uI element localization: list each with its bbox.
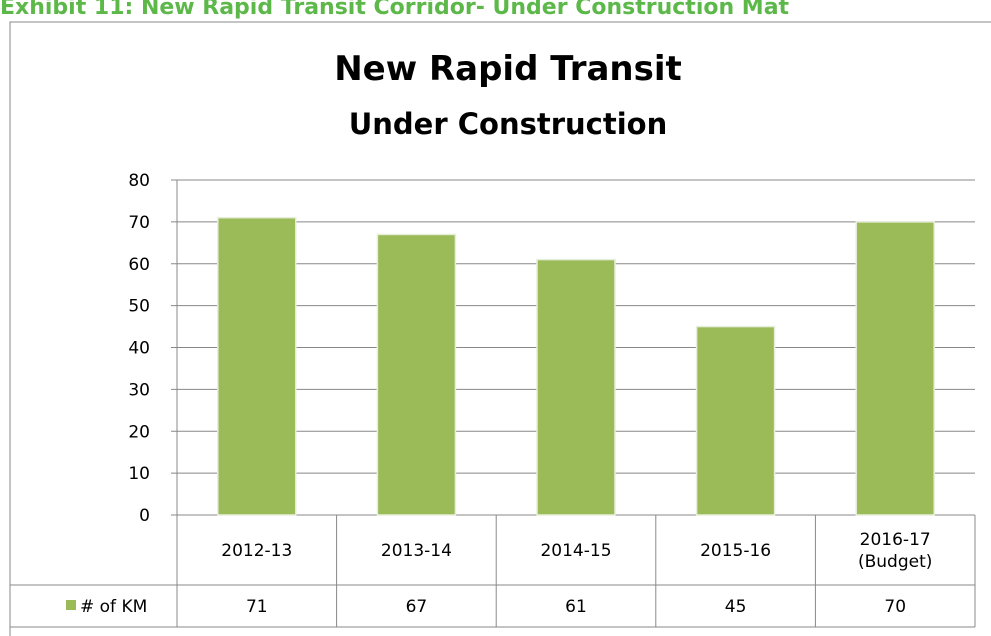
y-tick-label: 0 [139,506,150,526]
x-tick-label: 2014-15 [540,541,611,561]
x-tick-label: 2015-16 [700,541,771,561]
table-value: 45 [725,597,747,617]
chart-title: New Rapid Transit [334,49,682,89]
y-tick-label: 50 [128,297,150,317]
x-tick-label: 2013-14 [381,541,452,561]
y-tick-label: 70 [128,213,150,233]
table-value: 61 [565,597,587,617]
bar [855,221,935,516]
bar [376,233,457,516]
table-value: 71 [246,597,268,617]
table-value: 70 [884,597,906,617]
y-tick-label: 60 [128,255,150,275]
y-tick-label: 40 [128,339,150,359]
y-tick-label: 10 [128,464,150,484]
legend-swatch [66,600,76,610]
y-tick-label: 20 [128,422,150,442]
y-tick-label: 30 [128,380,150,400]
bar [695,325,776,516]
page-header: Exhibit 11: New Rapid Transit Corridor- … [0,0,790,20]
bar [217,216,297,516]
chart-subtitle: Under Construction [349,107,668,141]
x-tick-label: 2012-13 [221,541,292,561]
bar [536,258,616,516]
y-tick-label: 80 [128,171,150,191]
chart-border [9,21,991,636]
legend-label: # of KM [80,597,147,617]
x-tick-label: 2016-17 (Budget) [858,530,932,572]
table-value: 67 [406,597,428,617]
